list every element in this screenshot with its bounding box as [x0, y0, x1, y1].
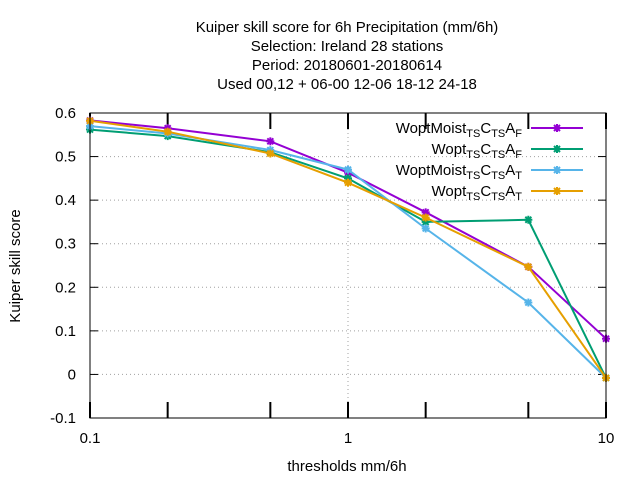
data-point [266, 149, 275, 158]
data-point [266, 137, 275, 146]
y-tick-label: 0 [68, 366, 76, 383]
data-point [421, 213, 430, 222]
legend-marker [553, 187, 561, 195]
title-line-1: Kuiper skill score for 6h Precipitation … [196, 19, 499, 36]
legend-label: WoptMoistTSCTSAF [396, 120, 523, 140]
y-axis-label: Kuiper skill score [7, 209, 24, 322]
series-group [86, 116, 610, 382]
title-line-2: Selection: Ireland 28 stations [251, 38, 444, 55]
data-point [344, 165, 352, 174]
legend-marker [553, 166, 561, 174]
data-point [163, 127, 172, 136]
legend: WoptMoistTSCTSAFWoptTSCTSAFWoptMoistTSCT… [396, 120, 583, 203]
data-point [344, 178, 352, 187]
legend-entry-3: WoptMoistTSCTSAT [396, 162, 583, 182]
legend-marker [553, 145, 561, 153]
legend-marker [553, 124, 561, 132]
data-point [524, 298, 533, 307]
y-tick-label: 0.2 [55, 279, 76, 296]
chart-title: Kuiper skill score for 6h Precipitation … [196, 19, 499, 93]
plot-frame [89, 112, 607, 419]
x-tick-label: 1 [344, 430, 352, 447]
legend-label: WoptTSCTSAT [432, 183, 523, 203]
x-tick-label: 0.1 [80, 430, 101, 447]
grid-lines [90, 113, 606, 418]
x-axis-label: thresholds mm/6h [287, 458, 406, 475]
y-tick-label: 0.6 [55, 105, 76, 122]
y-tick-label: 0.5 [55, 149, 76, 166]
x-tick-label: 10 [598, 430, 615, 447]
title-line-3: Period: 20180601-20180614 [252, 57, 442, 74]
data-point [524, 262, 533, 271]
tick-labels: -0.1 0 0.1 0.2 0.3 0.4 0.5 0.6 0.1 1 10 [50, 105, 614, 447]
data-point [524, 215, 533, 224]
legend-label: WoptTSCTSAF [432, 141, 523, 161]
y-tick-label: -0.1 [50, 410, 76, 427]
series-line-3 [89, 125, 607, 379]
legend-entry-4: WoptTSCTSAT [432, 183, 583, 203]
legend-label: WoptMoistTSCTSAT [396, 162, 523, 182]
y-tick-label: 0.1 [55, 323, 76, 340]
legend-entry-2: WoptTSCTSAF [432, 141, 583, 161]
legend-entry-1: WoptMoistTSCTSAF [396, 120, 583, 140]
y-tick-label: 0.4 [55, 192, 76, 209]
y-tick-label: 0.3 [55, 236, 76, 253]
title-line-4: Used 00,12 + 06-00 12-06 18-12 24-18 [217, 76, 477, 93]
data-point [421, 224, 430, 233]
